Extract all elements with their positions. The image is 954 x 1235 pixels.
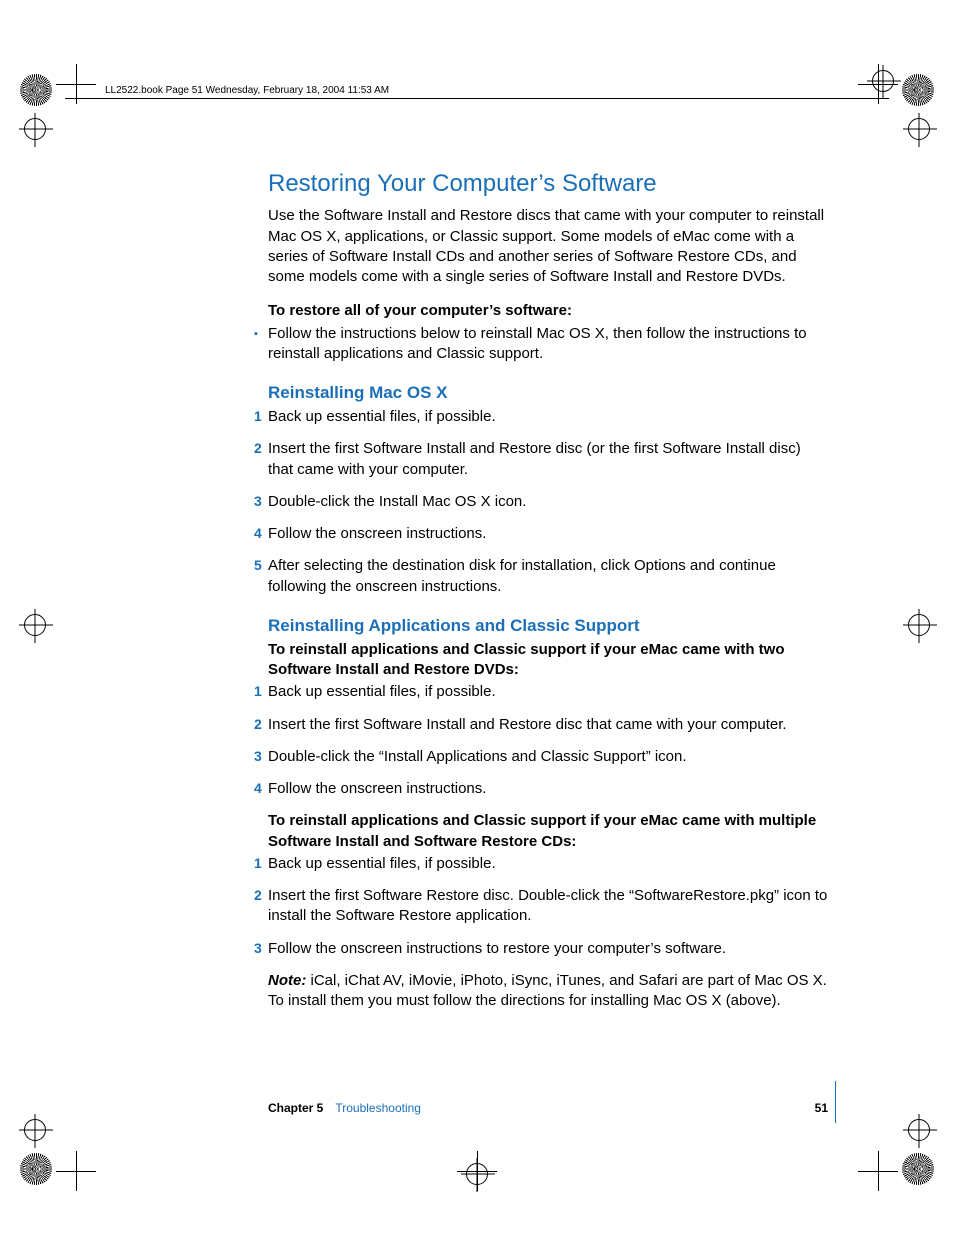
step-number: 1: [254, 854, 268, 873]
list-item-text: Insert the first Software Install and Re…: [268, 715, 828, 735]
registration-circle: [908, 118, 930, 140]
registration-circle: [24, 614, 46, 636]
list-item: 5After selecting the destination disk fo…: [268, 556, 828, 597]
step-number: 3: [254, 747, 268, 766]
registration-circle: [466, 1163, 488, 1185]
list-item-text: Double-click the Install Mac OS X icon.: [268, 492, 828, 512]
step-number: 3: [254, 492, 268, 511]
header-rule: [65, 98, 889, 99]
note-paragraph: Note: iCal, iChat AV, iMovie, iPhoto, iS…: [268, 971, 828, 1012]
step-number: 1: [254, 407, 268, 426]
section-heading: Reinstalling Mac OS X: [268, 382, 828, 405]
list-item-text: Follow the onscreen instructions to rest…: [268, 939, 828, 959]
footer-chapter: Chapter 5: [268, 1101, 323, 1115]
registration-circle: [24, 1119, 46, 1141]
page-title: Restoring Your Computer’s Software: [268, 168, 828, 200]
list-item: 4Follow the onscreen instructions.: [268, 779, 828, 799]
step-number: 2: [254, 715, 268, 734]
list-item-text: Back up essential files, if possible.: [268, 682, 828, 702]
list-item: 2Insert the first Software Restore disc.…: [268, 886, 828, 927]
crop-mark: [858, 1151, 898, 1191]
registration-circle: [24, 118, 46, 140]
list-item: 2Insert the first Software Install and R…: [268, 439, 828, 480]
registration-circle: [872, 70, 894, 92]
list-item: 3Double-click the Install Mac OS X icon.: [268, 492, 828, 512]
note-text: iCal, iChat AV, iMovie, iPhoto, iSync, i…: [268, 972, 827, 1009]
registration-circle: [908, 1119, 930, 1141]
step-number: 1: [254, 682, 268, 701]
list-item-text: Back up essential files, if possible.: [268, 407, 828, 427]
list-item-text: Back up essential files, if possible.: [268, 854, 828, 874]
list-item-text: Insert the first Software Restore disc. …: [268, 886, 828, 927]
registration-mark: [20, 74, 52, 106]
list-item: 3Double-click the “Install Applications …: [268, 747, 828, 767]
crop-mark: [56, 1151, 96, 1191]
step-number: 2: [254, 439, 268, 458]
registration-mark: [902, 74, 934, 106]
list-item: 1Back up essential files, if possible.: [268, 854, 828, 874]
subsection-heading: To reinstall applications and Classic su…: [268, 811, 828, 852]
registration-mark: [902, 1153, 934, 1185]
registration-circle: [908, 614, 930, 636]
list-item-text: Follow the instructions below to reinsta…: [268, 324, 828, 365]
list-item: 1Back up essential files, if possible.: [268, 682, 828, 702]
list-item: 4Follow the onscreen instructions.: [268, 524, 828, 544]
footer-rule: [835, 1081, 836, 1123]
page-content: Restoring Your Computer’s Software Use t…: [268, 168, 828, 1025]
bullet-icon: ▪: [254, 324, 268, 344]
step-number: 3: [254, 939, 268, 958]
list-item: 2Insert the first Software Install and R…: [268, 715, 828, 735]
page-footer: Chapter 5 Troubleshooting 51: [268, 1101, 828, 1115]
intro-paragraph: Use the Software Install and Restore dis…: [268, 206, 828, 287]
step-number: 4: [254, 524, 268, 543]
step-number: 4: [254, 779, 268, 798]
section-heading: Reinstalling Applications and Classic Su…: [268, 615, 828, 638]
list-item: 1Back up essential files, if possible.: [268, 407, 828, 427]
registration-mark: [20, 1153, 52, 1185]
list-item: 3Follow the onscreen instructions to res…: [268, 939, 828, 959]
list-item-text: Insert the first Software Install and Re…: [268, 439, 828, 480]
list-item-text: After selecting the destination disk for…: [268, 556, 828, 597]
page-header-meta: LL2522.book Page 51 Wednesday, February …: [105, 85, 389, 96]
note-label: Note:: [268, 972, 311, 989]
restore-all-heading: To restore all of your computer’s softwa…: [268, 301, 828, 321]
step-number: 2: [254, 886, 268, 905]
footer-title: Troubleshooting: [335, 1101, 421, 1115]
footer-page-number: 51: [815, 1101, 828, 1115]
list-item-text: Double-click the “Install Applications a…: [268, 747, 828, 767]
list-item: ▪ Follow the instructions below to reins…: [268, 324, 828, 365]
list-item-text: Follow the onscreen instructions.: [268, 524, 828, 544]
list-item-text: Follow the onscreen instructions.: [268, 779, 828, 799]
subsection-heading: To reinstall applications and Classic su…: [268, 640, 828, 681]
step-number: 5: [254, 556, 268, 575]
